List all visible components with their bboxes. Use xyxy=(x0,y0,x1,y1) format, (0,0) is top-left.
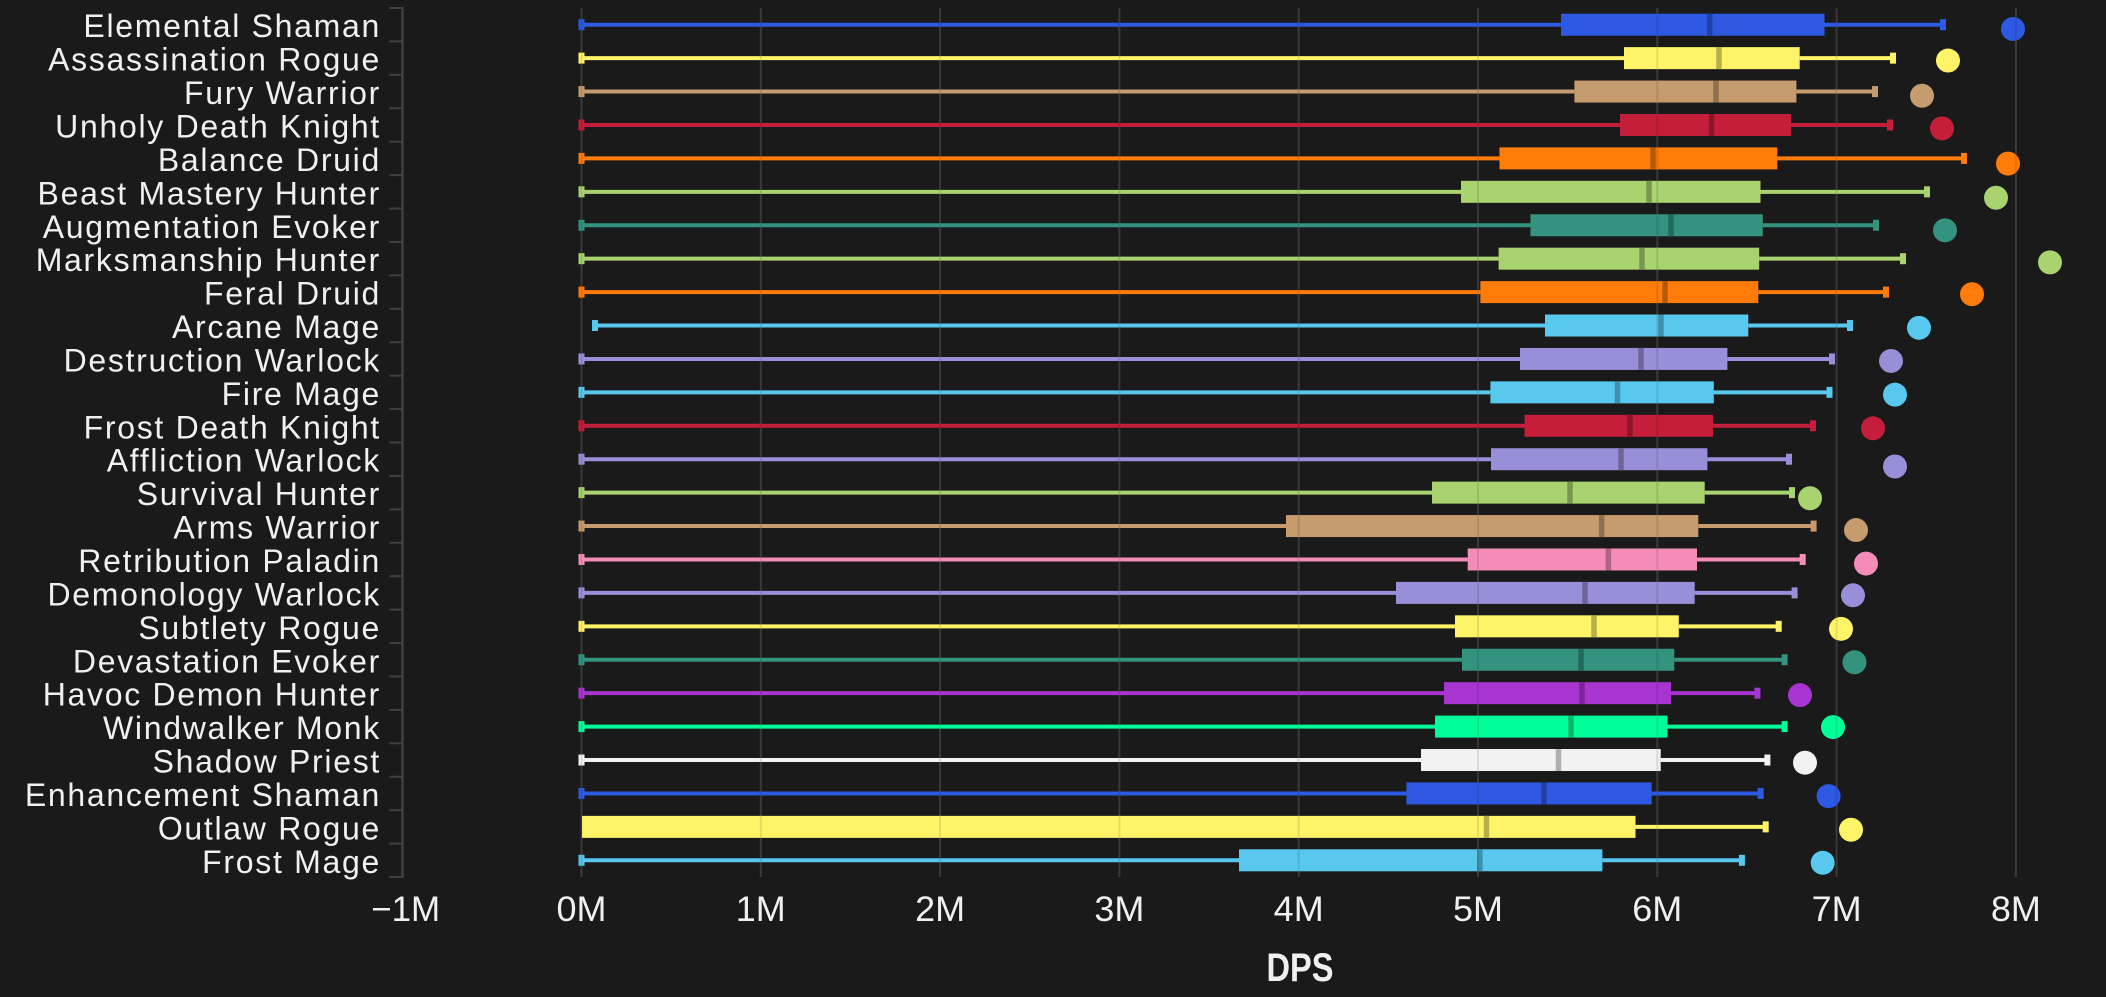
svg-text:Retribution Paladin: Retribution Paladin xyxy=(78,543,381,579)
svg-text:Destruction Warlock: Destruction Warlock xyxy=(64,342,381,378)
svg-text:3M: 3M xyxy=(1094,889,1144,929)
svg-text:Enhancement Shaman: Enhancement Shaman xyxy=(25,777,381,813)
svg-text:7M: 7M xyxy=(1812,889,1862,929)
svg-text:4M: 4M xyxy=(1274,889,1324,929)
svg-text:Augmentation Evoker: Augmentation Evoker xyxy=(43,209,381,245)
svg-text:Marksmanship Hunter: Marksmanship Hunter xyxy=(36,242,381,278)
svg-text:Outlaw Rogue: Outlaw Rogue xyxy=(158,810,381,846)
svg-text:Windwalker Monk: Windwalker Monk xyxy=(103,710,381,746)
svg-text:Assassination Rogue: Assassination Rogue xyxy=(48,42,381,78)
svg-text:Balance Druid: Balance Druid xyxy=(158,142,381,178)
svg-text:Demonology Warlock: Demonology Warlock xyxy=(47,576,381,612)
svg-text:Fire Mage: Fire Mage xyxy=(222,376,381,412)
svg-text:DPS: DPS xyxy=(1267,946,1334,990)
svg-text:Devastation Evoker: Devastation Evoker xyxy=(73,643,381,679)
svg-text:Fury Warrior: Fury Warrior xyxy=(184,75,381,111)
svg-text:5M: 5M xyxy=(1453,889,1503,929)
svg-text:Arms Warrior: Arms Warrior xyxy=(173,510,381,546)
svg-text:Elemental Shaman: Elemental Shaman xyxy=(83,8,381,44)
svg-text:Unholy Death Knight: Unholy Death Knight xyxy=(55,108,381,144)
svg-text:Feral Druid: Feral Druid xyxy=(204,276,381,312)
svg-text:Havoc Demon Hunter: Havoc Demon Hunter xyxy=(43,677,381,713)
svg-text:Survival Hunter: Survival Hunter xyxy=(137,476,381,512)
svg-text:Frost Mage: Frost Mage xyxy=(202,844,381,880)
svg-text:Subtlety Rogue: Subtlety Rogue xyxy=(138,610,381,646)
svg-text:0M: 0M xyxy=(557,889,607,929)
svg-text:Beast Mastery Hunter: Beast Mastery Hunter xyxy=(38,175,381,211)
svg-text:6M: 6M xyxy=(1632,889,1682,929)
svg-text:Shadow Priest: Shadow Priest xyxy=(153,744,381,780)
svg-text:8M: 8M xyxy=(1991,889,2041,929)
svg-text:Arcane Mage: Arcane Mage xyxy=(172,309,381,345)
svg-text:2M: 2M xyxy=(915,889,965,929)
svg-text:Affliction Warlock: Affliction Warlock xyxy=(107,443,381,479)
svg-text:1M: 1M xyxy=(736,889,786,929)
svg-text:−1M: −1M xyxy=(371,889,440,929)
svg-text:Frost Death Knight: Frost Death Knight xyxy=(84,409,381,445)
